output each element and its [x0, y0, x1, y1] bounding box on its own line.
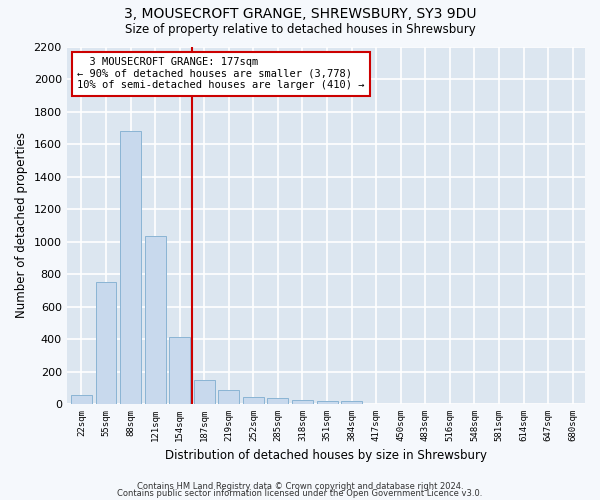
Bar [145, 236, 166, 404]
X-axis label: Distribution of detached houses by size in Shrewsbury: Distribution of detached houses by size … [165, 450, 487, 462]
Bar [95, 282, 116, 404]
Bar [71, 395, 92, 404]
Bar [169, 338, 190, 404]
Bar [317, 401, 338, 404]
Text: Size of property relative to detached houses in Shrewsbury: Size of property relative to detached ho… [125, 22, 475, 36]
Y-axis label: Number of detached properties: Number of detached properties [15, 132, 28, 318]
Bar [120, 131, 141, 404]
Bar [268, 398, 289, 404]
Text: 3, MOUSECROFT GRANGE, SHREWSBURY, SY3 9DU: 3, MOUSECROFT GRANGE, SHREWSBURY, SY3 9D… [124, 8, 476, 22]
Bar [292, 400, 313, 404]
Bar [194, 380, 215, 404]
Bar [243, 396, 264, 404]
Text: Contains HM Land Registry data © Crown copyright and database right 2024.: Contains HM Land Registry data © Crown c… [137, 482, 463, 491]
Bar [218, 390, 239, 404]
Bar [341, 401, 362, 404]
Text: Contains public sector information licensed under the Open Government Licence v3: Contains public sector information licen… [118, 490, 482, 498]
Text: 3 MOUSECROFT GRANGE: 177sqm
← 90% of detached houses are smaller (3,778)
10% of : 3 MOUSECROFT GRANGE: 177sqm ← 90% of det… [77, 57, 365, 90]
